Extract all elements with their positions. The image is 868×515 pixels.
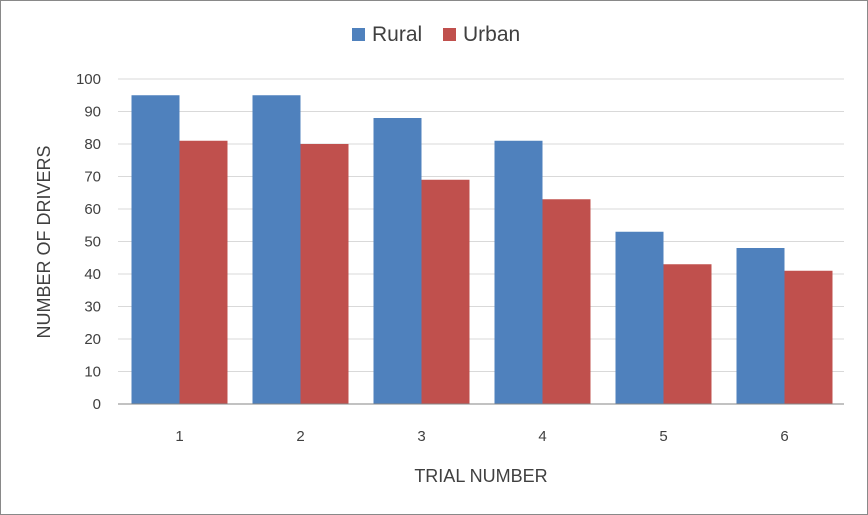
- x-axis-title: TRIAL NUMBER: [414, 466, 547, 486]
- x-tick-label: 1: [175, 428, 183, 445]
- y-axis-title: NUMBER OF DRIVERS: [34, 145, 54, 338]
- legend-label-urban: Urban: [463, 23, 520, 46]
- x-tick-label: 4: [538, 428, 546, 445]
- x-tick-label: 3: [417, 428, 425, 445]
- y-tick-label: 50: [84, 234, 101, 251]
- bar-rural-6: [736, 248, 785, 404]
- bar-urban-2: [300, 144, 349, 404]
- gridlines: [118, 78, 844, 372]
- legend-swatch-urban: [443, 28, 456, 41]
- y-tick-label: 60: [84, 201, 101, 218]
- y-tick-label: 70: [84, 169, 101, 186]
- bar-urban-5: [663, 264, 712, 404]
- x-tick-label: 5: [659, 428, 667, 445]
- bar-urban-4: [542, 199, 591, 404]
- y-tick-label: 30: [84, 299, 101, 316]
- x-axis-ticks: 1 2 3 4 5 6: [175, 428, 788, 445]
- y-tick-label: 10: [84, 364, 101, 381]
- legend: Rural Urban: [352, 23, 520, 46]
- bar-urban-1: [179, 140, 228, 404]
- bar-rural-2: [252, 95, 301, 404]
- bar-urban-6: [784, 270, 833, 404]
- bar-urban-3: [421, 179, 470, 404]
- y-tick-label: 100: [76, 71, 101, 88]
- bar-rural-4: [494, 140, 543, 404]
- x-tick-label: 2: [296, 428, 304, 445]
- bars: [131, 95, 833, 404]
- y-tick-label: 40: [84, 266, 101, 283]
- x-tick-label: 6: [780, 428, 788, 445]
- legend-swatch-rural: [352, 28, 365, 41]
- legend-label-rural: Rural: [372, 23, 422, 46]
- y-axis-ticks: 0 10 20 30 40 50 60 70 80 90 100: [76, 71, 101, 413]
- y-tick-label: 20: [84, 331, 101, 348]
- y-tick-label: 80: [84, 136, 101, 153]
- y-tick-label: 90: [84, 104, 101, 121]
- bar-rural-3: [373, 118, 422, 404]
- y-tick-label: 0: [93, 396, 101, 413]
- bar-rural-1: [131, 95, 180, 404]
- bar-rural-5: [615, 231, 664, 404]
